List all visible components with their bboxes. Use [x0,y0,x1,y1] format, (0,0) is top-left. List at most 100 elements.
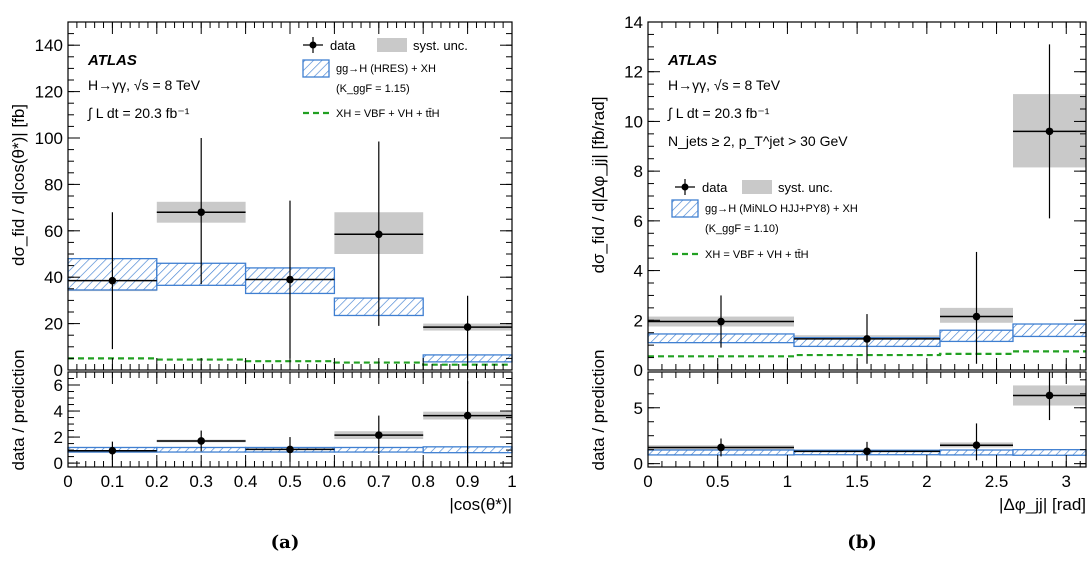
panel-a-ratio-plot [67,381,513,464]
y-tick-label: 0 [634,361,643,380]
y-tick-label: 20 [44,315,63,334]
y-tick-label: 8 [634,162,643,181]
data-point [197,208,205,217]
y-tick-label: 60 [44,222,63,241]
panel-a-caption: (a) [271,532,300,553]
panel-a-main-plot [67,138,513,368]
legend-data-marker [681,183,689,191]
x-tick-label: 0.4 [234,472,258,491]
panel-b-y-axis-title: dσ_fid / d|Δφ_jj| [fb/rad] [589,97,608,274]
data-point [108,276,117,285]
legend-data-marker [309,41,317,49]
panel-a-legend-prediction: gg→H (HRES) + XH [336,63,436,75]
panel-b-legend: data syst. unc. gg→H (MiNLO HJJ+PY8) + X… [671,179,858,261]
panel-b-main-plot [647,44,1087,364]
y-tick-label: 10 [624,112,643,131]
panel-b-caption: (b) [847,532,877,553]
x-tick-label: 0 [643,472,652,491]
x-tick-label: 1 [507,472,516,491]
x-tick-label: 0.5 [278,472,302,491]
x-tick-label: 0.2 [145,472,169,491]
y-tick-label: 12 [624,63,643,82]
legend-syst-swatch [377,38,407,52]
x-tick-label: 0 [63,472,72,491]
data-point [1045,127,1054,136]
ratio-point [197,437,205,445]
panel-a-lumi-label: ∫ L dt = 20.3 fb⁻¹ [87,105,190,121]
panel-b-ratio-y-title: data / prediction [589,350,608,471]
panel-a: 0 0.1 0.2 0.3 0.4 0.5 0.6 0.7 0.8 0.9 102040608010… [35,21,517,491]
ratio-y-tick-label: 0 [634,455,643,474]
data-point [972,312,981,321]
panel-b: 0 0.5 1 1.5 2 2.5 3 0 2 4 6 8 10 12 14 0 5 [624,13,1087,491]
panel-b-labels: 0 0.5 1 1.5 2 2.5 3 0 2 4 6 8 10 12 14 0 5 [624,13,1087,491]
panel-b-legend-syst: syst. unc. [778,180,833,195]
x-tick-label: 3 [1062,472,1071,491]
ratio-plot-frame [647,371,1087,468]
panel-b-x-axis-title: |Δφ_jj| [rad] [999,495,1086,514]
prediction-band [1012,323,1087,338]
panel-a-legend: data syst. unc. gg→H (HRES) + XH (K_ggF … [302,37,468,120]
ratio-point [286,445,294,454]
y-tick-label: 4 [634,262,643,281]
data-point [717,317,725,326]
ratio-point [1045,391,1054,400]
panel-a-legend-syst: syst. unc. [413,38,468,53]
ratio-point [717,443,725,452]
data-point [863,335,871,343]
ratio-point [863,447,871,456]
panel-b-legend-xh: XH = VBF + VH + tt̄H [705,249,809,261]
y-tick-label: 120 [35,83,63,102]
panel-a-process-label: H→γγ, √s = 8 TeV [88,77,201,93]
ratio-point [375,431,383,439]
panel-b-jet-label: N_jets ≥ 2, p_T^jet > 30 GeV [668,133,848,149]
panel-a-legend-xh: XH = VBF + VH + tt̄H [336,108,440,120]
x-tick-label: 0.7 [367,472,391,491]
ratio-y-tick-label: 5 [634,399,643,418]
legend-prediction-swatch [302,59,330,78]
x-tick-label: 0.1 [101,472,125,491]
x-tick-label: 0.3 [189,472,213,491]
panel-a-legend-data: data [330,38,356,53]
y-tick-label: 6 [634,212,643,231]
y-tick-label: 14 [624,13,643,32]
data-point [375,230,383,239]
panel-a-ratio-y-title: data / prediction [9,350,28,471]
y-tick-label: 0 [54,361,63,380]
x-tick-label: 0.5 [706,472,730,491]
panel-a-labels: 0 0.1 0.2 0.3 0.4 0.5 0.6 0.7 0.8 0.9 102040608010… [35,21,517,491]
x-tick-label: 0.9 [456,472,480,491]
x-tick-label: 0.6 [323,472,347,491]
panel-b-legend-data: data [702,180,728,195]
y-tick-label: 100 [35,129,63,148]
panel-a-x-axis-title: |cos(θ*)| [449,495,512,514]
y-tick-label: 80 [44,175,63,194]
panel-b-process-label: H→γγ, √s = 8 TeV [668,77,781,93]
y-tick-label: 140 [35,36,63,55]
panel-b-atlas-label: ATLAS [667,52,717,69]
x-tick-label: 2 [922,472,931,491]
data-point [463,323,472,331]
x-tick-label: 1.5 [845,472,869,491]
legend-syst-swatch [742,180,772,194]
x-tick-label: 1 [783,472,792,491]
ratio-point [972,441,981,450]
xh-prediction-line [648,350,1086,358]
ratio-point [108,446,117,455]
panel-b-legend-prediction: gg→H (MiNLO HJJ+PY8) + XH [705,203,858,215]
ratio-y-tick-label: 2 [54,428,63,447]
panel-b-ratio-plot [647,372,1087,461]
y-tick-label: 2 [634,311,643,330]
ratio-y-tick-label: 4 [54,402,63,421]
x-tick-label: 0.8 [411,472,435,491]
ratio-prediction-band [1012,449,1087,456]
ratio-point [463,411,472,420]
panel-a-legend-kfactor: (K_ggF = 1.15) [336,83,410,95]
legend-prediction-swatch [671,199,699,218]
y-tick-label: 40 [44,268,63,287]
ratio-y-tick-label: 6 [54,376,63,395]
data-point [286,275,294,284]
panel-a-atlas-label: ATLAS [87,52,137,69]
ratio-y-tick-label: 0 [54,454,63,473]
